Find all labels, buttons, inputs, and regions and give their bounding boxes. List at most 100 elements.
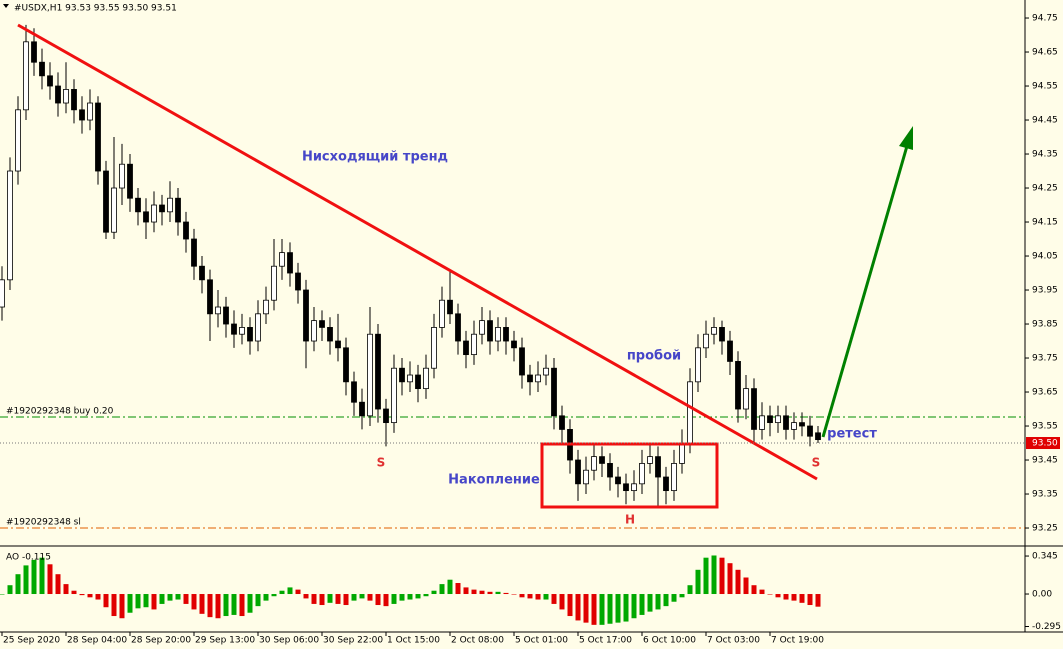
- y-tick-label: 93.85: [1032, 320, 1058, 330]
- candle-body: [255, 313, 261, 342]
- header-marker: [3, 4, 9, 8]
- candle-body: [39, 61, 45, 77]
- ao-bar: [167, 594, 173, 601]
- candle-body: [799, 422, 805, 427]
- ao-bar: [495, 591, 501, 595]
- ao-bar: [239, 594, 245, 617]
- candle-body: [303, 289, 309, 342]
- candle-body: [463, 340, 469, 356]
- candle-body: [279, 252, 285, 267]
- ao-bar: [79, 594, 85, 596]
- candle-body: [751, 388, 757, 430]
- ao-bar: [263, 594, 269, 601]
- candle-body: [239, 327, 245, 335]
- candle-body: [479, 320, 485, 335]
- candle-body: [671, 463, 677, 492]
- ao-bar: [407, 594, 413, 600]
- y-tick-label: 93.65: [1032, 388, 1058, 398]
- candle-body: [127, 163, 133, 199]
- ao-bar: [55, 574, 61, 595]
- ao-bar: [119, 594, 125, 619]
- y-tick-label: 94.65: [1032, 48, 1058, 58]
- ao-bar: [391, 594, 397, 604]
- candle-body: [439, 299, 445, 328]
- ao-bar: [359, 594, 365, 599]
- ao-bar: [719, 557, 725, 595]
- ao-bar: [7, 585, 13, 595]
- candle-body: [295, 272, 301, 291]
- candle-body: [535, 374, 541, 383]
- candle-body: [455, 313, 461, 342]
- x-tick-label: 1 Oct 15:00: [387, 636, 440, 646]
- candle-body: [119, 163, 125, 189]
- candle-body: [623, 483, 629, 492]
- y-tick-label: 94.35: [1032, 150, 1058, 160]
- ao-bar: [511, 594, 517, 595]
- candle-body: [495, 327, 501, 342]
- x-tick-label: 7 Oct 03:00: [707, 636, 760, 646]
- x-tick-label: 28 Sep 04:00: [67, 636, 127, 646]
- candle-body: [271, 265, 277, 301]
- accumulation-note: Накопление: [448, 473, 540, 488]
- ao-bar: [127, 594, 133, 613]
- ao-bar: [695, 569, 701, 595]
- candle-body: [287, 252, 293, 274]
- ao-bar: [703, 557, 709, 595]
- arrow-head: [899, 126, 913, 150]
- ao-bar: [615, 594, 621, 623]
- candle-body: [63, 89, 69, 104]
- ao-bar: [815, 594, 821, 607]
- ao-bar: [47, 564, 53, 595]
- candle-body: [543, 367, 549, 376]
- x-tick-label: 28 Sep 20:00: [131, 636, 191, 646]
- candle-body: [55, 85, 61, 104]
- y-tick-label: -0.295: [1032, 622, 1061, 632]
- trend-line: [17, 23, 818, 481]
- ao-bar: [791, 594, 797, 601]
- candle-body: [407, 374, 413, 383]
- y-tick-label: 0.345: [1032, 552, 1058, 562]
- candle-body: [679, 442, 685, 464]
- candle-body: [95, 102, 101, 172]
- shoulder-label: S: [377, 456, 386, 470]
- candle-body: [503, 327, 509, 342]
- ao-bar: [631, 594, 637, 619]
- ao-bar: [311, 594, 317, 604]
- x-tick-label: 5 Oct 17:00: [579, 636, 632, 646]
- candle-body: [151, 204, 157, 223]
- ao-bar: [799, 594, 805, 603]
- ao-bar: [687, 585, 693, 595]
- candle-body: [215, 306, 221, 315]
- candle-body: [0, 279, 5, 308]
- ao-bar: [679, 594, 685, 598]
- ao-bar: [151, 594, 157, 610]
- ao-bar: [207, 594, 213, 618]
- ao-bar: [487, 591, 493, 595]
- y-tick-label: 94.15: [1032, 218, 1058, 228]
- candle-body: [7, 170, 13, 281]
- ao-bar: [327, 594, 333, 603]
- ao-bar: [199, 594, 205, 614]
- candle-body: [815, 432, 821, 441]
- ao-bar: [295, 589, 301, 595]
- ao-bar: [247, 594, 253, 613]
- ao-bar: [639, 594, 645, 615]
- candle-body: [103, 170, 109, 233]
- x-tick-label: 7 Oct 19:00: [771, 636, 824, 646]
- x-tick-label: 30 Sep 22:00: [323, 636, 383, 646]
- candle-body: [247, 327, 253, 342]
- ao-bar: [775, 594, 781, 598]
- ao-bar: [183, 594, 189, 604]
- candle-body: [415, 374, 421, 390]
- ao-bar: [711, 555, 717, 595]
- ao-bar: [175, 594, 181, 600]
- candle-body: [631, 483, 637, 492]
- ao-bar: [143, 594, 149, 608]
- breakout-note: пробой: [627, 349, 681, 364]
- candle-body: [591, 456, 597, 471]
- ao-bar: [503, 592, 509, 595]
- ao-bar: [751, 585, 757, 595]
- ao-bar: [399, 594, 405, 601]
- candle-body: [31, 41, 37, 63]
